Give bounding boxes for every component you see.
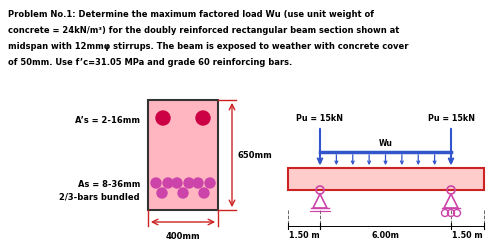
Circle shape [193,178,203,188]
Text: Pu = 15kN: Pu = 15kN [428,114,474,123]
Text: 650mm: 650mm [237,150,272,160]
Circle shape [172,178,182,188]
Circle shape [205,178,215,188]
Circle shape [178,188,188,198]
Circle shape [163,178,173,188]
Circle shape [156,111,170,125]
Text: concrete = 24kN/m³) for the doubly reinforced rectangular beam section shown at: concrete = 24kN/m³) for the doubly reinf… [8,26,400,35]
Text: Wu: Wu [378,139,393,148]
Circle shape [184,178,194,188]
Circle shape [199,188,209,198]
Text: 1.50 m: 1.50 m [289,231,319,240]
Text: 1.50 m: 1.50 m [452,231,483,240]
Bar [148,100,218,210]
Text: Problem No.1: Determine the maximum factored load Wu (use unit weight of: Problem No.1: Determine the maximum fact… [8,10,374,19]
Circle shape [151,178,161,188]
Circle shape [196,111,210,125]
Text: 2/3-bars bundled: 2/3-bars bundled [60,192,140,202]
Text: As = 8-36mm: As = 8-36mm [78,180,140,188]
Text: A’s = 2-16mm: A’s = 2-16mm [75,116,140,124]
Text: midspan with 12mmφ stirrups. The beam is exposed to weather with concrete cover: midspan with 12mmφ stirrups. The beam is… [8,42,408,51]
Text: Pu = 15kN: Pu = 15kN [297,114,343,123]
Text: 400mm: 400mm [166,232,200,241]
Bar [288,168,484,190]
Circle shape [157,188,167,198]
Text: of 50mm. Use f’c=31.05 MPa and grade 60 reinforcing bars.: of 50mm. Use f’c=31.05 MPa and grade 60 … [8,58,292,67]
Text: 6.00m: 6.00m [371,231,400,240]
